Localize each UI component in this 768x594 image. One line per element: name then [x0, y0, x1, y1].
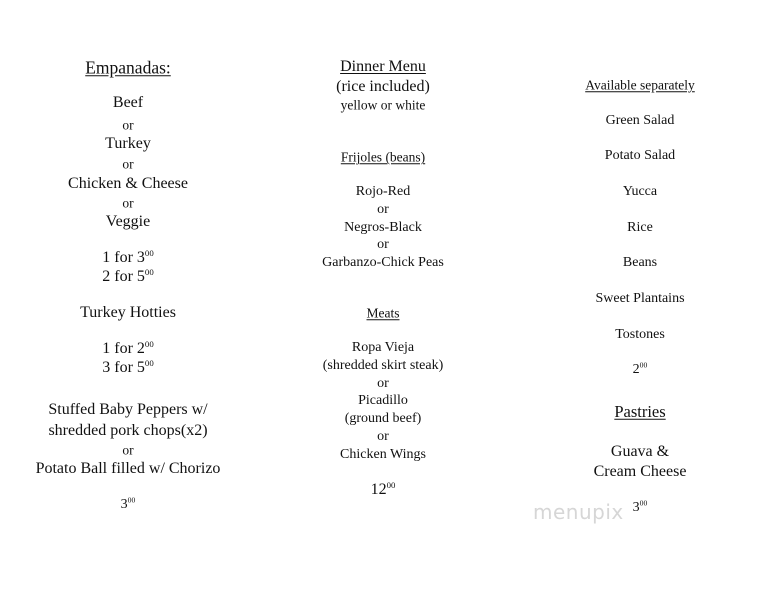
hotties-title: Turkey Hotties: [80, 304, 176, 321]
or-separator: or: [377, 237, 389, 252]
menu-item: Beef: [112, 94, 144, 111]
menu-item: Potato Ball filled w/ Chorizo: [35, 460, 221, 477]
or-separator: or: [377, 376, 389, 391]
price: 2 for 500: [102, 266, 154, 285]
price: 1 for 200: [102, 338, 154, 357]
menu-item: Tostones: [615, 327, 665, 342]
menu-item: Chicken Wings: [340, 447, 426, 462]
menu-item: Ropa Vieja: [351, 340, 415, 355]
dinner-subtitle: (rice included): [336, 78, 430, 95]
menu-item: Sweet Plantains: [595, 291, 685, 306]
menu-item: Guava &: [610, 443, 670, 460]
menu-item: Rojo-Red: [355, 184, 411, 199]
sides-title: Available separately: [585, 77, 695, 93]
or-separator: or: [122, 442, 134, 458]
price: 3 for 500: [102, 357, 154, 376]
menu-item: Stuffed Baby Peppers w/: [48, 401, 208, 418]
menu-item: Negros-Black: [344, 220, 422, 235]
menu-item: Garbanzo-Chick Peas: [322, 255, 444, 270]
menu-item: (shredded skirt steak): [322, 358, 444, 373]
menu-item: shredded pork chops(x2): [48, 422, 208, 439]
price: 300: [632, 498, 648, 515]
menu-item: Turkey: [105, 135, 151, 152]
beans-title: Frijoles (beans): [340, 149, 426, 165]
menu-item: (ground beef): [344, 411, 422, 426]
empanadas-title: Empanadas:: [85, 57, 171, 78]
menu-item: Veggie: [105, 213, 151, 230]
dinner-title: Dinner Menu: [340, 58, 426, 75]
sides-column: Available separately Green Salad Potato …: [540, 0, 740, 594]
menu-item: Green Salad: [605, 113, 675, 128]
or-separator: or: [377, 202, 389, 217]
menu-item: Potato Salad: [604, 148, 676, 163]
menu-item: Picadillo: [358, 393, 408, 408]
price: 1 for 300: [102, 247, 154, 266]
menu-item: Chicken & Cheese: [68, 175, 188, 192]
or-separator: or: [122, 117, 134, 133]
empanadas-column: Empanadas: Beef or Turkey or Chicken & C…: [8, 0, 248, 594]
price: 1200: [370, 479, 396, 498]
rice-options: yellow or white: [340, 97, 426, 113]
menu-item: Beans: [622, 255, 658, 270]
menu-item: Rice: [627, 220, 653, 235]
meats-title: Meats: [366, 305, 400, 321]
menu-item: Cream Cheese: [593, 463, 687, 480]
dinner-column: Dinner Menu (rice included) yellow or wh…: [283, 0, 483, 594]
menu-item: Yucca: [622, 184, 658, 199]
or-separator: or: [377, 429, 389, 444]
or-separator: or: [122, 195, 134, 211]
pastries-title: Pastries: [614, 401, 666, 421]
price: 200: [632, 360, 648, 377]
or-separator: or: [122, 156, 134, 172]
watermark-logo: menupix: [533, 500, 624, 524]
price: 300: [120, 495, 136, 512]
